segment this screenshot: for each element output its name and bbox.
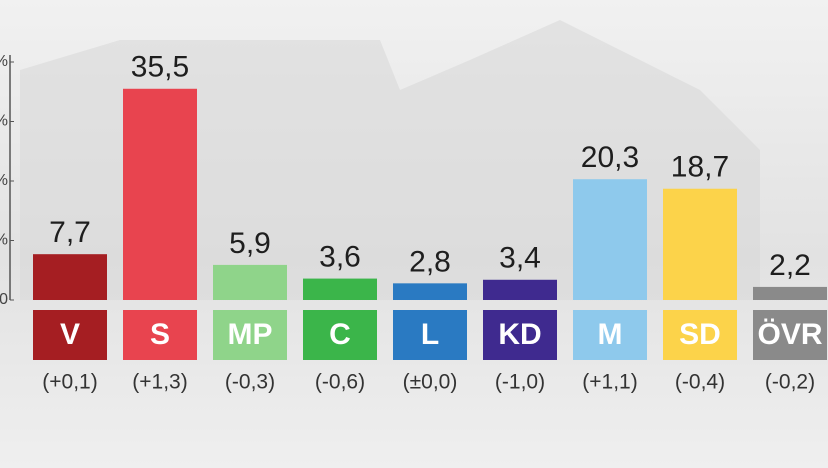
change-label: (-0,2) [765,371,815,394]
bar [123,88,197,301]
y-tick-label: 10% [0,232,8,249]
party-box [663,310,737,360]
bar [303,278,377,300]
change-label: (+1,1) [582,371,637,394]
bar [213,264,287,300]
party-box [33,310,107,360]
value-label: 3,6 [319,241,361,274]
party-label: M [598,318,623,351]
party-box [303,310,377,360]
bar [573,179,647,300]
party-box [753,310,827,360]
bar [663,188,737,300]
party-label: KD [498,318,541,351]
change-label: (+0,1) [42,371,97,394]
value-label: 35,5 [131,51,189,84]
value-label: 5,9 [229,227,271,260]
bar [393,283,467,300]
party-label: MP [228,318,273,351]
value-label: 20,3 [581,141,639,174]
change-label: (±0,0) [403,371,458,394]
y-tick-label: 40% [0,53,8,70]
party-box [213,310,287,360]
value-label: 3,4 [499,242,541,275]
party-label: V [60,318,80,351]
party-label: S [150,318,170,351]
change-label: (-0,4) [675,371,725,394]
party-label: L [421,318,439,351]
y-tick-label: 20% [0,172,8,189]
change-label: (-0,6) [315,371,365,394]
value-label: 7,7 [49,216,91,249]
change-label: (+1,3) [132,371,187,394]
party-label: ÖVR [757,318,822,351]
party-box [393,310,467,360]
value-label: 18,7 [671,151,729,184]
party-box [123,310,197,360]
party-box [573,310,647,360]
bar [753,286,827,300]
bar [483,279,557,300]
bar [33,254,107,300]
y-tick-label: 0 [0,291,8,308]
change-label: (-0,3) [225,371,275,394]
party-label: C [329,318,351,351]
y-tick-label: 30% [0,113,8,130]
value-label: 2,2 [769,249,811,282]
change-label: (-1,0) [495,371,545,394]
party-label: SD [679,318,721,351]
party-box [483,310,557,360]
value-label: 2,8 [409,245,451,278]
